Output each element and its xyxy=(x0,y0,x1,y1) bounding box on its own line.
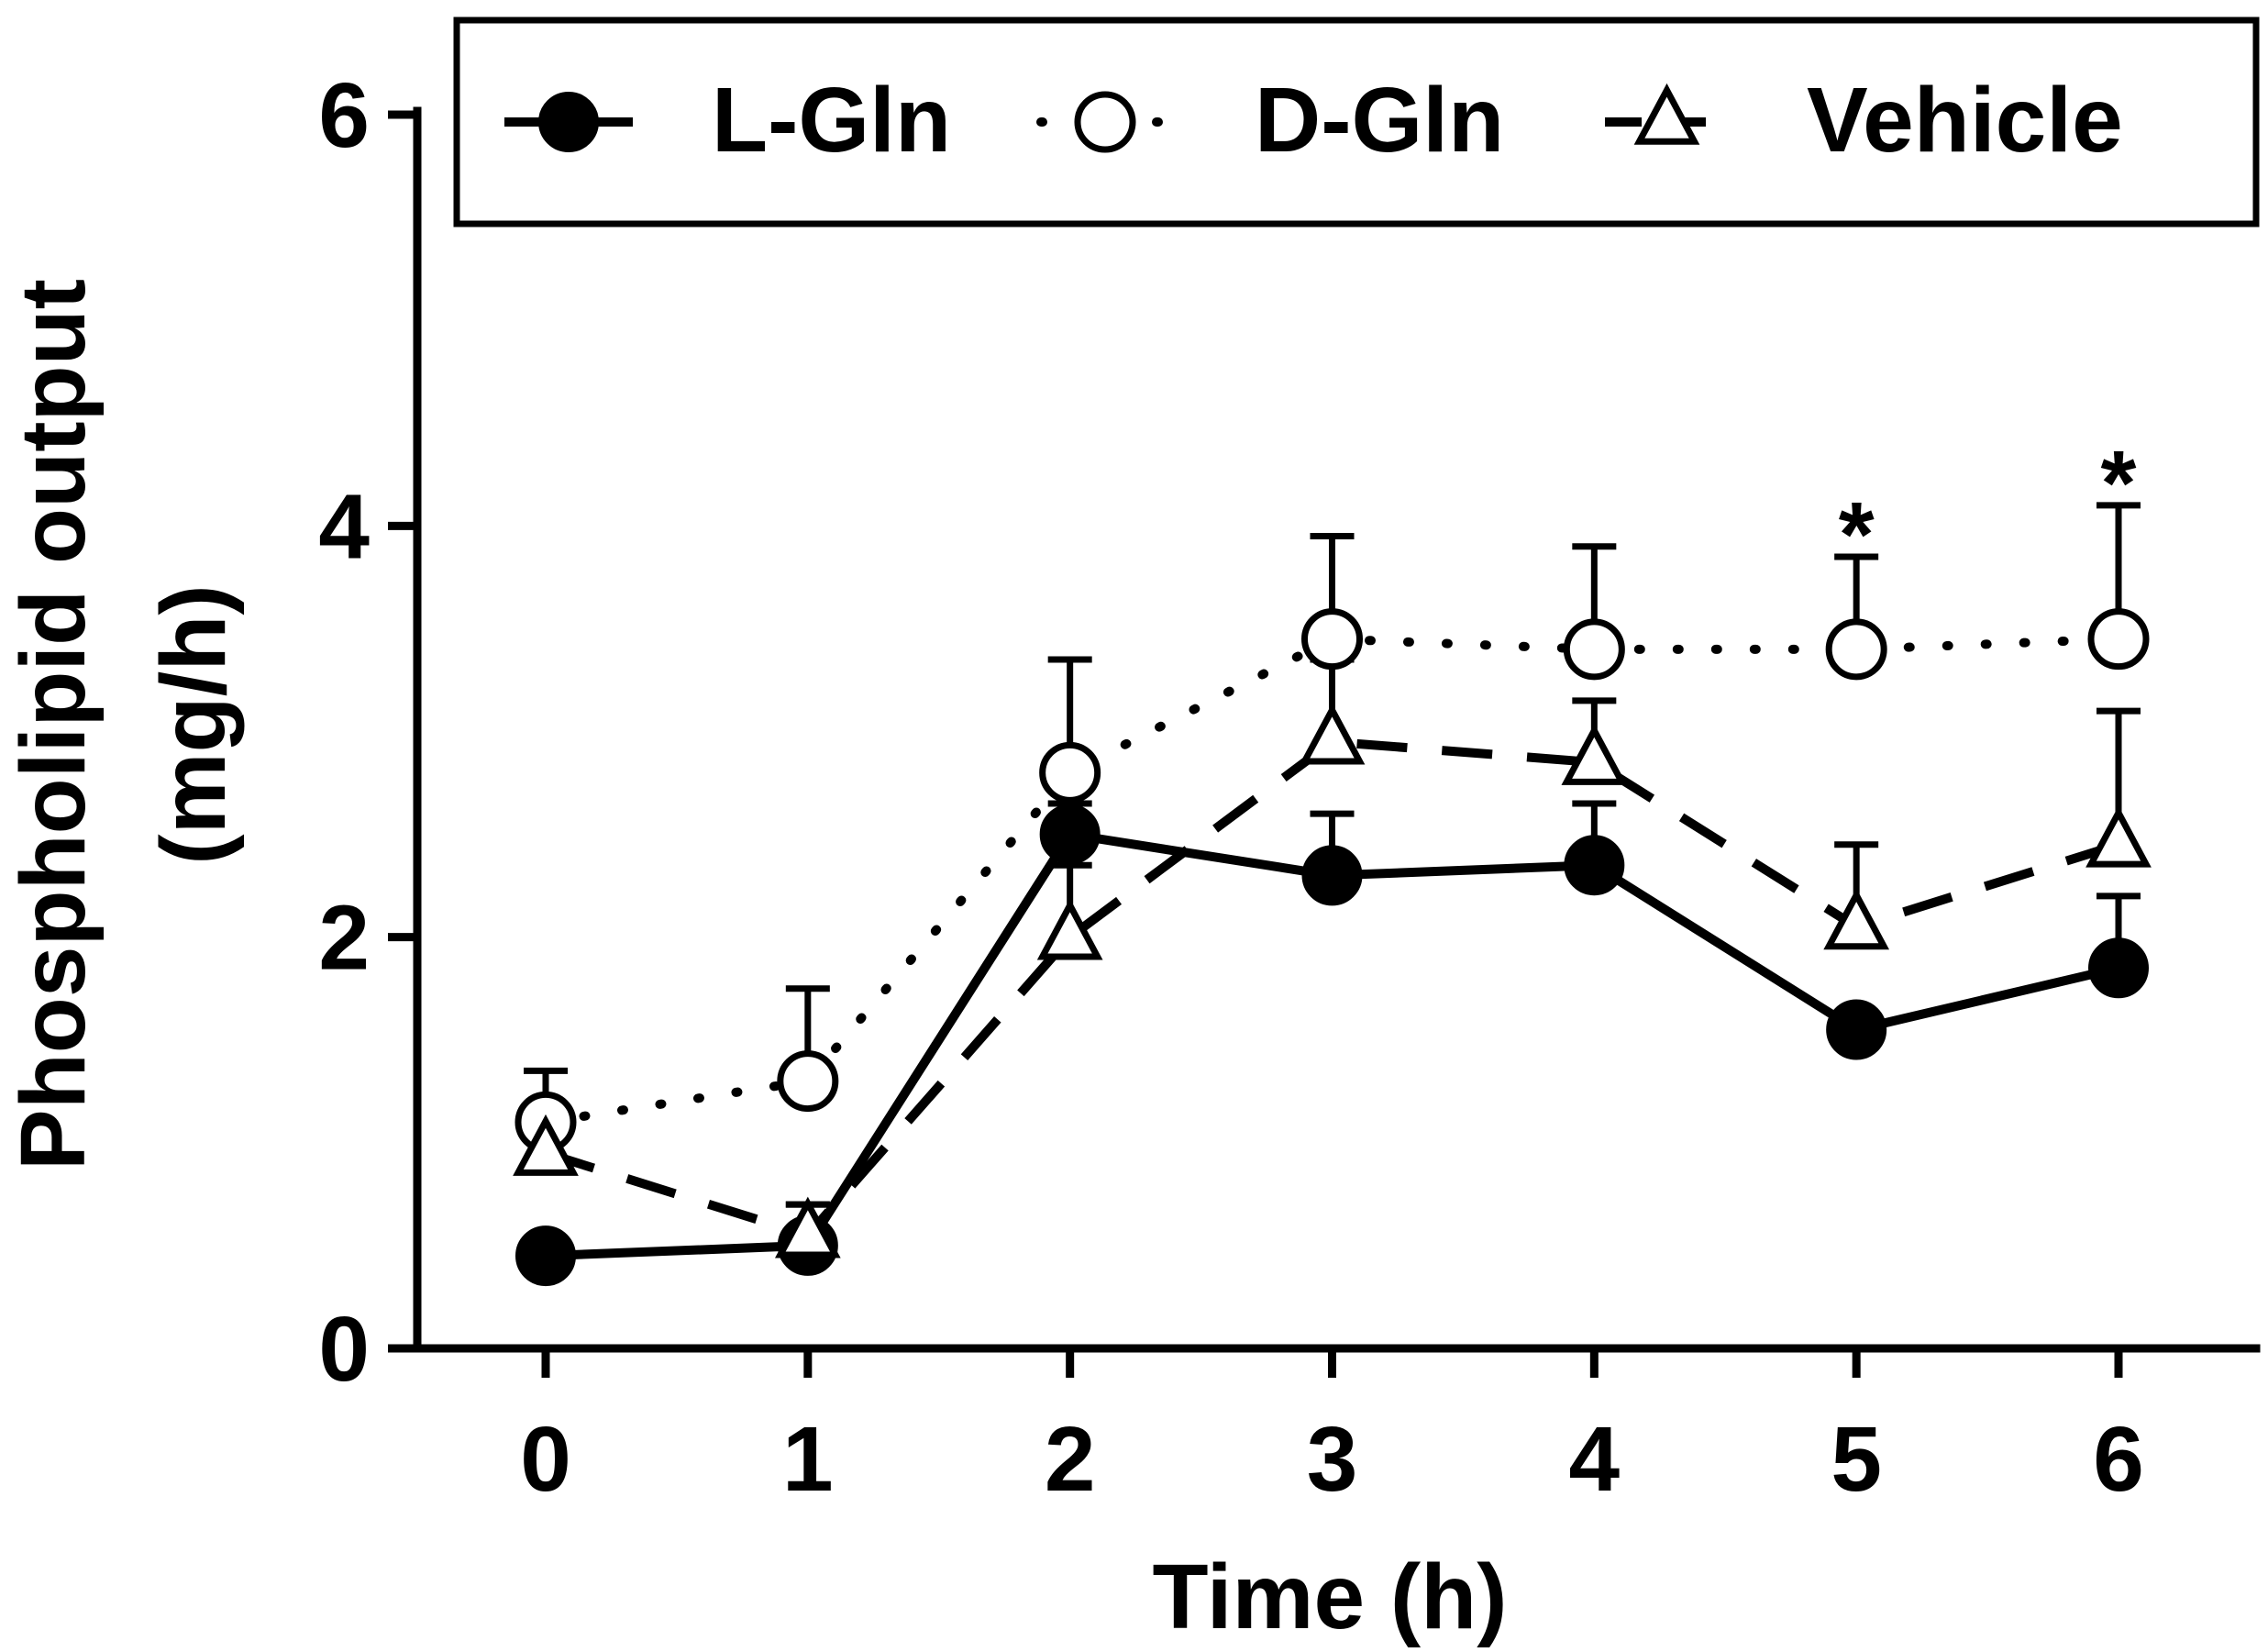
marker-vehicle-3 xyxy=(1299,703,1366,765)
labels-group: 0 2 4 6 0 1 2 3 4 5 6 * * xyxy=(318,64,2143,1511)
marker-d-gln-3 xyxy=(1301,608,1363,671)
y-tick-label-6: 6 xyxy=(318,64,370,167)
significance-star-1: * xyxy=(2101,432,2137,535)
marker-d-gln-6 xyxy=(2087,608,2150,671)
legend-label-d-gln: D-Gln xyxy=(1255,69,1504,172)
x-tick-label-5: 5 xyxy=(1831,1408,1882,1511)
y-tick-label-4: 4 xyxy=(318,475,370,578)
marker-l-gln-4 xyxy=(1564,835,1625,896)
x-tick-label-3: 3 xyxy=(1307,1408,1358,1511)
marker-vehicle-4 xyxy=(1561,723,1628,785)
y-tick-label-0: 0 xyxy=(318,1298,370,1401)
legend-label-l-gln: L-Gln xyxy=(712,69,951,172)
marker-d-gln-5 xyxy=(1825,618,1887,681)
x-tick-label-2: 2 xyxy=(1045,1408,1096,1511)
marker-d-gln-2 xyxy=(1039,741,1101,804)
marker-vehicle-0 xyxy=(513,1114,579,1176)
x-tick-label-1: 1 xyxy=(782,1408,834,1511)
legend-marker-vehicle xyxy=(1633,83,1700,145)
legend-label-vehicle: Vehicle xyxy=(1807,69,2123,172)
marker-vehicle-1 xyxy=(774,1196,841,1258)
marker-d-gln-1 xyxy=(777,1050,839,1113)
marker-l-gln-0 xyxy=(515,1225,576,1287)
legend-items xyxy=(504,83,1729,153)
x-tick-label-4: 4 xyxy=(1569,1408,1621,1511)
marker-vehicle-2 xyxy=(1036,898,1103,960)
marker-vehicle-5 xyxy=(1823,888,1890,950)
marker-l-gln-3 xyxy=(1301,845,1363,906)
x-tick-label-6: 6 xyxy=(2093,1408,2144,1511)
y-axis-title-line2: (mg/h) xyxy=(142,584,245,864)
legend-marker-d-gln xyxy=(1074,91,1136,153)
markers-group xyxy=(513,608,2152,1287)
x-tick-label-0: 0 xyxy=(520,1408,571,1511)
y-tick-label-2: 2 xyxy=(318,887,370,990)
y-axis-title-line1: Phospholipid output xyxy=(2,279,105,1170)
marker-d-gln-4 xyxy=(1563,618,1625,681)
axes-group xyxy=(388,106,2261,1378)
significance-star-0: * xyxy=(1839,483,1875,586)
marker-l-gln-2 xyxy=(1039,804,1101,865)
marker-l-gln-5 xyxy=(1826,999,1887,1060)
marker-l-gln-6 xyxy=(2088,937,2149,999)
legend: L-Gln D-Gln Vehicle xyxy=(453,17,2260,227)
x-axis-title: Time (h) xyxy=(1152,1546,1507,1648)
marker-vehicle-6 xyxy=(2085,805,2152,868)
legend-box xyxy=(453,17,2260,227)
legend-marker-l-gln xyxy=(538,92,599,152)
